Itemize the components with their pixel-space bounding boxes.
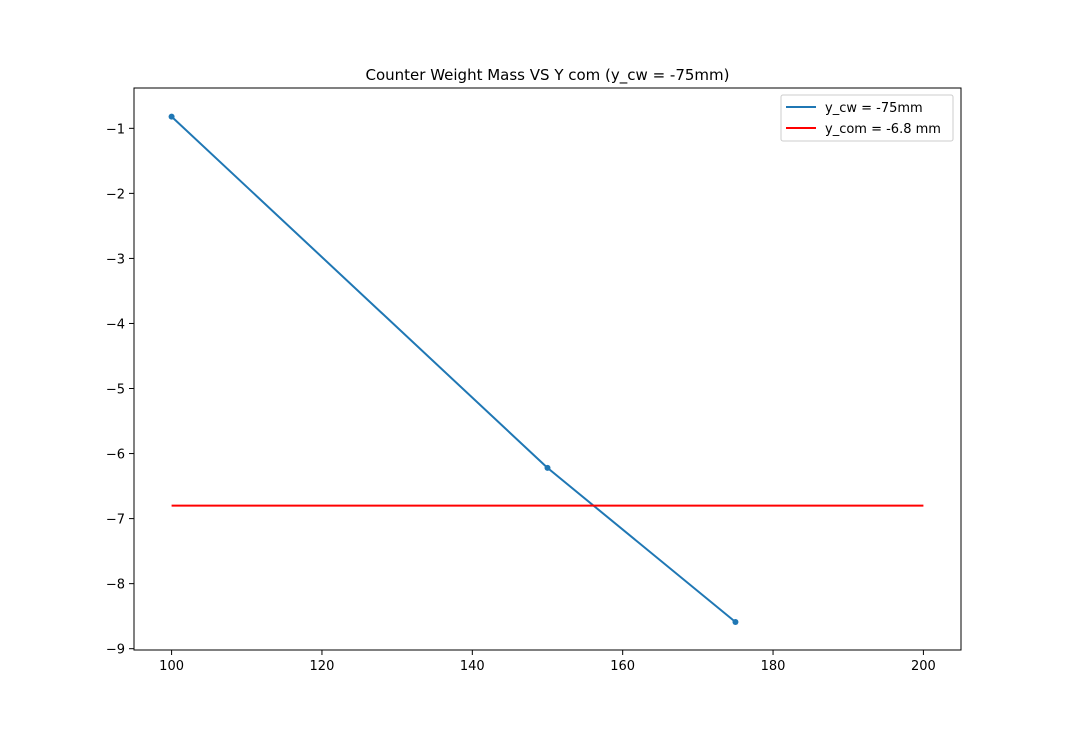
- chart-title: Counter Weight Mass VS Y com (y_cw = -75…: [366, 66, 730, 85]
- y-tick-label: −1: [106, 122, 125, 137]
- x-tick-label: 140: [460, 659, 485, 674]
- legend-label-2: y_com = -6.8 mm: [825, 122, 941, 137]
- x-tick-label: 120: [310, 659, 335, 674]
- legend: y_cw = -75mm y_com = -6.8 mm: [780, 94, 954, 142]
- y-tick-label: −4: [106, 317, 125, 332]
- legend-box: [780, 94, 954, 142]
- x-tick-label: 200: [911, 659, 936, 674]
- legend-label-1: y_cw = -75mm: [825, 101, 923, 116]
- y-tick-label: −9: [106, 643, 125, 658]
- y-tick-label: −8: [106, 578, 125, 593]
- data-point-1-1: [168, 113, 175, 120]
- data-point-1-2: [544, 464, 551, 471]
- y-tick-label: −7: [106, 513, 125, 528]
- y-tick-label: −5: [106, 383, 125, 398]
- y-tick-label: −2: [106, 187, 125, 202]
- x-tick-label: 160: [610, 659, 635, 674]
- x-axis: 100 120 140 160 180 200: [159, 650, 936, 674]
- data-point-1-3: [732, 619, 739, 626]
- y-tick-label: −3: [106, 252, 125, 267]
- x-tick-label: 180: [761, 659, 786, 674]
- plot-area: [133, 87, 962, 651]
- y-tick-label: −6: [106, 448, 125, 463]
- x-tick-label: 100: [159, 659, 184, 674]
- series-layer: [168, 113, 924, 626]
- axes-frame: [133, 87, 962, 651]
- y-axis: −1 −2 −3 −4 −5 −6 −7 −8 −9: [106, 122, 134, 658]
